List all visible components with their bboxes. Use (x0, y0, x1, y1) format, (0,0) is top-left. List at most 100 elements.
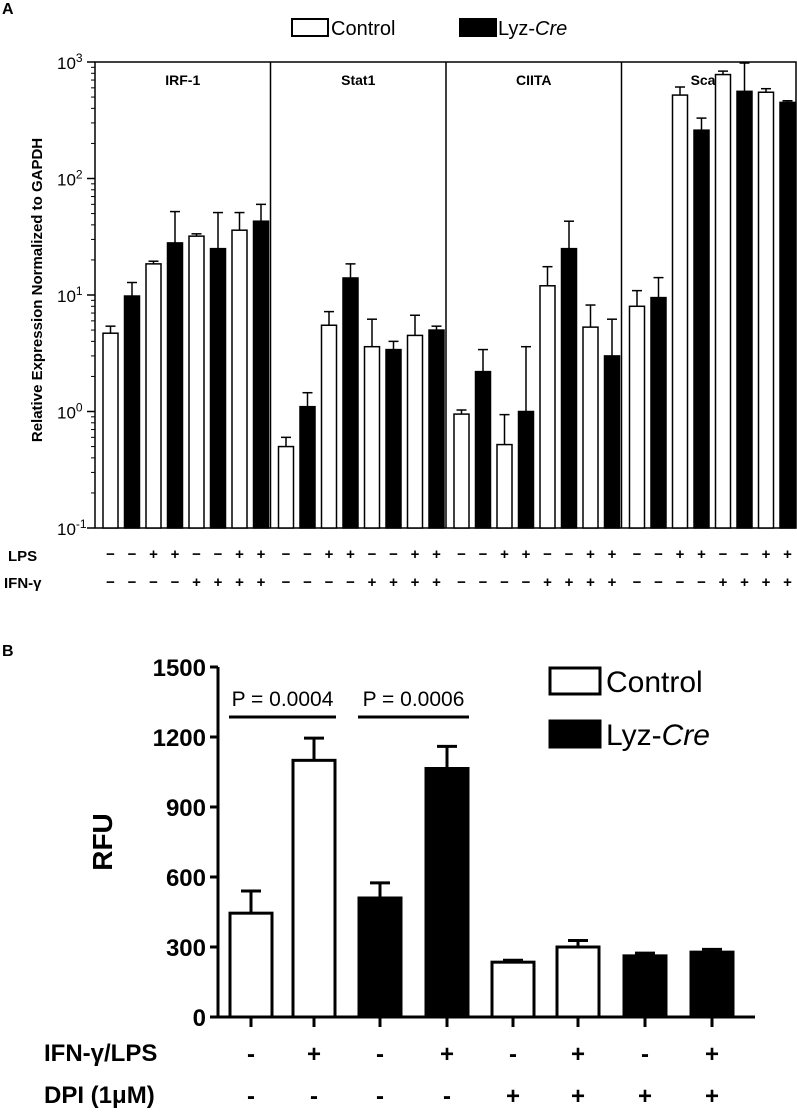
legend-a-control-label: Control (331, 18, 395, 40)
panel-b-bar-2 (357, 896, 403, 1019)
panel-b-ytick-label-4: 1200 (153, 725, 206, 752)
panel-a-bar-IRF-1-3 (166, 242, 184, 529)
panel-a-bar-Sca-1-3 (693, 129, 710, 529)
panel-a-bar-CIITA-2 (496, 443, 513, 529)
panel-a-ifn-sign: − (654, 574, 663, 591)
panel-a-lps-sign: − (303, 546, 312, 563)
panel-b-bar-4 (490, 960, 536, 1019)
panel-b-dpi-sign: + (705, 1083, 719, 1110)
panel-a-legend: Control Lyz-Cre (291, 18, 567, 40)
panel-b-bar-0 (228, 911, 274, 1019)
panel-a-ytick-exp-3: 2 (76, 168, 83, 182)
panel-a-ifn-sign: + (432, 574, 441, 591)
panel-a-lps-sign: − (543, 546, 552, 563)
panel-a-bar-Stat1-1 (299, 405, 316, 529)
panel-b-ifnlps-sign: - (641, 1041, 649, 1068)
panel-a-bar-IRF-1-7 (252, 220, 270, 529)
panel-a-lps-sign: − (106, 546, 115, 563)
legend-b-control-swatch (548, 666, 602, 696)
panel-a-ytick-base-3: 10 (57, 171, 76, 190)
panel-a-ytick-base-1: 10 (57, 404, 76, 423)
panel-b-ifnlps-sign: + (571, 1041, 585, 1068)
panel-a-lps-sign: + (500, 546, 509, 563)
panel-a-lps-sign: + (676, 546, 685, 563)
panel-a-lps-sign: + (149, 546, 158, 563)
panel-b-ytick-label-1: 300 (166, 935, 206, 962)
panel-a-bar-IRF-1-5 (209, 247, 227, 529)
panel-a-group-title-2: CIITA (516, 72, 552, 88)
panel-a-lps-label: LPS (8, 548, 37, 565)
panel-a-ylabel: Relative Expression Normalized to GAPDH (29, 138, 46, 442)
legend-a-lyz-prefix: Lyz- (498, 18, 535, 40)
panel-a-lps-sign: + (325, 546, 334, 563)
panel-a-ifn-sign: + (762, 574, 771, 591)
panel-b-bar-6 (622, 954, 668, 1019)
panel-a-bar-IRF-1-0 (102, 332, 119, 529)
panel-a-bar-CIITA-6 (582, 326, 599, 529)
panel-b-ifnlps-sign: + (307, 1041, 321, 1068)
legend-b-lyz-italic: Cre (662, 719, 710, 752)
panel-a-lps-sign: + (171, 546, 180, 563)
panel-a-bar-IRF-1-2 (145, 263, 162, 529)
panel-a-ifn-sign: − (282, 574, 291, 591)
panel-a-lps-sign: − (214, 546, 223, 563)
panel-a-ifn-sign: − (128, 574, 137, 591)
panel-b-dpi-sign: - (310, 1083, 318, 1110)
panel-a-ifn-sign: + (740, 574, 749, 591)
panel-a-lps-sign: − (128, 546, 137, 563)
panel-a-bar-Stat1-7 (428, 329, 445, 529)
panel-a-bar-CIITA-1 (474, 370, 492, 529)
panel-b-treatment-rows: - - + - - - + - - + + + - + + + (247, 1041, 719, 1110)
panel-a-lps-sign: + (697, 546, 706, 563)
panel-a-lps-sign: + (432, 546, 441, 563)
panel-a-lps-sign: − (282, 546, 291, 563)
panel-a-bar-Sca-1-2 (671, 94, 689, 529)
panel-a-ifn-sign: − (522, 574, 531, 591)
panel-a-ifn-sign: + (586, 574, 595, 591)
panel-a-bar-Stat1-4 (363, 345, 381, 529)
legend-b-lyz-label: Lyz-Cre (606, 719, 710, 752)
legend-a-lyz-label: Lyz-Cre (498, 18, 567, 40)
panel-b-dpi-sign: - (376, 1083, 384, 1110)
panel-a-ifn-sign: − (303, 574, 312, 591)
panel-b-ifnlps-sign: + (440, 1041, 454, 1068)
panel-a-ytick-label-0: 10-1 (57, 517, 87, 539)
panel-a-lps-sign: + (346, 546, 355, 563)
panel-b-ytick-label-0: 0 (193, 1005, 206, 1032)
panel-a-lps-sign: − (740, 546, 749, 563)
panel-a-lps-sign: + (762, 546, 771, 563)
panel-a-lps-sign: − (654, 546, 663, 563)
panel-b-significance-label-0: P = 0.0004 (232, 688, 334, 711)
panel-b-legend: Control Lyz-Cre (548, 666, 710, 752)
panel-a-ifn-sign: + (235, 574, 244, 591)
legend-a-lyz-swatch (459, 18, 497, 37)
panel-b-dpi-sign: + (571, 1083, 585, 1110)
panel-a-ytick-label-3: 102 (57, 168, 83, 190)
panel-a-group-title-1: Stat1 (341, 72, 375, 88)
panel-a-treatment-rows: −−−−+−+−−+−+++++−−−−+−+−−+−+++++−−−−+−+−… (106, 546, 792, 591)
panel-b-bar-1 (291, 758, 337, 1019)
panel-a-ifn-sign: − (171, 574, 180, 591)
panel-b-ylabel: RFU (87, 813, 118, 871)
panel-b-dpi-sign: - (443, 1083, 451, 1110)
panel-b-dpi-sign: - (247, 1083, 255, 1110)
panel-a-lps-sign: − (192, 546, 201, 563)
panel-a-lps-sign: + (586, 546, 595, 563)
panel-a-ifn-sign: − (697, 574, 706, 591)
panel-b-ifnlps-label: IFN-γ/LPS (44, 1040, 157, 1067)
panel-b-ifnlps-sign: + (705, 1041, 719, 1068)
panel-a-ifn-sign: − (676, 574, 685, 591)
panel-a-ifn-label: IFN-γ (4, 575, 42, 592)
panel-a-ifn-sign: − (149, 574, 158, 591)
panel-a-bar-CIITA-3 (517, 410, 535, 529)
panel-a-bar-Stat1-3 (342, 277, 359, 529)
panel-a-bar-CIITA-4 (539, 285, 556, 529)
panel-a-ifn-sign: − (457, 574, 466, 591)
panel-a-lps-sign: + (257, 546, 266, 563)
panel-a-bar-Sca-1-1 (650, 296, 667, 529)
panel-a-lps-sign: − (719, 546, 728, 563)
panel-a-bar-CIITA-7 (603, 355, 621, 529)
panel-b-ytick-label-5: 1500 (153, 655, 206, 682)
